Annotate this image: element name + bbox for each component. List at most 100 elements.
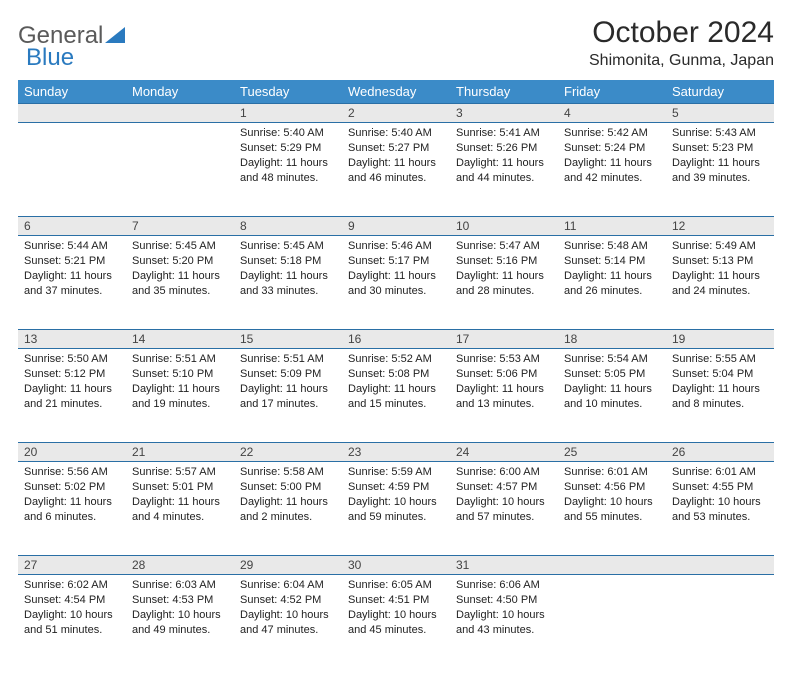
day-text: Sunrise: 5:53 AMSunset: 5:06 PMDaylight:… [450,349,558,417]
day-number-row: 20212223242526 [18,443,774,462]
page-title: October 2024 [589,16,774,50]
day-number-row: 2728293031 [18,556,774,575]
day-number-cell: 16 [342,330,450,349]
day-cell: Sunrise: 5:48 AMSunset: 5:14 PMDaylight:… [558,236,666,330]
day-cell: Sunrise: 6:02 AMSunset: 4:54 PMDaylight:… [18,575,126,669]
day-cell: Sunrise: 5:55 AMSunset: 5:04 PMDaylight:… [666,349,774,443]
title-block: October 2024 Shimonita, Gunma, Japan [589,16,774,70]
day-text: Sunrise: 5:58 AMSunset: 5:00 PMDaylight:… [234,462,342,530]
day-text: Sunrise: 5:40 AMSunset: 5:27 PMDaylight:… [342,123,450,191]
day-number-cell: 1 [234,104,342,123]
day-number-row: 13141516171819 [18,330,774,349]
day-number-cell: 14 [126,330,234,349]
day-cell: Sunrise: 6:00 AMSunset: 4:57 PMDaylight:… [450,462,558,556]
day-number-cell: 27 [18,556,126,575]
day-number-cell: 17 [450,330,558,349]
day-number-cell: 28 [126,556,234,575]
day-cell: Sunrise: 5:57 AMSunset: 5:01 PMDaylight:… [126,462,234,556]
brand-word2: Blue [26,44,74,72]
day-cell: Sunrise: 5:56 AMSunset: 5:02 PMDaylight:… [18,462,126,556]
day-header: Thursday [450,80,558,104]
day-header: Wednesday [342,80,450,104]
day-text: Sunrise: 5:55 AMSunset: 5:04 PMDaylight:… [666,349,774,417]
day-cell: Sunrise: 5:43 AMSunset: 5:23 PMDaylight:… [666,123,774,217]
day-cell: Sunrise: 6:01 AMSunset: 4:56 PMDaylight:… [558,462,666,556]
day-text: Sunrise: 6:06 AMSunset: 4:50 PMDaylight:… [450,575,558,643]
day-cell: Sunrise: 5:50 AMSunset: 5:12 PMDaylight:… [18,349,126,443]
day-text: Sunrise: 5:51 AMSunset: 5:10 PMDaylight:… [126,349,234,417]
day-number-cell: 10 [450,217,558,236]
location-subtitle: Shimonita, Gunma, Japan [589,52,774,70]
header: General October 2024 Shimonita, Gunma, J… [18,16,774,70]
day-header: Friday [558,80,666,104]
day-cell: Sunrise: 5:49 AMSunset: 5:13 PMDaylight:… [666,236,774,330]
week-row: Sunrise: 5:44 AMSunset: 5:21 PMDaylight:… [18,236,774,330]
day-number-cell: 2 [342,104,450,123]
day-text: Sunrise: 6:03 AMSunset: 4:53 PMDaylight:… [126,575,234,643]
day-number-cell [18,104,126,123]
day-number-cell: 18 [558,330,666,349]
day-header: Sunday [18,80,126,104]
day-text: Sunrise: 5:44 AMSunset: 5:21 PMDaylight:… [18,236,126,304]
day-number-cell [666,556,774,575]
day-number-cell: 31 [450,556,558,575]
day-cell: Sunrise: 5:52 AMSunset: 5:08 PMDaylight:… [342,349,450,443]
day-cell: Sunrise: 5:51 AMSunset: 5:10 PMDaylight:… [126,349,234,443]
day-number-cell: 4 [558,104,666,123]
day-number-cell: 20 [18,443,126,462]
week-row: Sunrise: 5:56 AMSunset: 5:02 PMDaylight:… [18,462,774,556]
day-cell: Sunrise: 5:41 AMSunset: 5:26 PMDaylight:… [450,123,558,217]
day-text: Sunrise: 5:54 AMSunset: 5:05 PMDaylight:… [558,349,666,417]
day-cell [666,575,774,669]
day-cell: Sunrise: 6:01 AMSunset: 4:55 PMDaylight:… [666,462,774,556]
day-text: Sunrise: 5:48 AMSunset: 5:14 PMDaylight:… [558,236,666,304]
day-number-cell: 8 [234,217,342,236]
day-number-cell: 22 [234,443,342,462]
day-cell: Sunrise: 6:04 AMSunset: 4:52 PMDaylight:… [234,575,342,669]
day-cell: Sunrise: 5:42 AMSunset: 5:24 PMDaylight:… [558,123,666,217]
day-cell: Sunrise: 6:05 AMSunset: 4:51 PMDaylight:… [342,575,450,669]
day-number-cell: 26 [666,443,774,462]
day-text: Sunrise: 6:05 AMSunset: 4:51 PMDaylight:… [342,575,450,643]
day-header: Monday [126,80,234,104]
day-number-cell: 24 [450,443,558,462]
day-number-cell: 25 [558,443,666,462]
week-row: Sunrise: 5:50 AMSunset: 5:12 PMDaylight:… [18,349,774,443]
day-text: Sunrise: 5:56 AMSunset: 5:02 PMDaylight:… [18,462,126,530]
day-cell: Sunrise: 6:06 AMSunset: 4:50 PMDaylight:… [450,575,558,669]
day-cell: Sunrise: 5:45 AMSunset: 5:20 PMDaylight:… [126,236,234,330]
day-text: Sunrise: 5:42 AMSunset: 5:24 PMDaylight:… [558,123,666,191]
day-cell: Sunrise: 5:59 AMSunset: 4:59 PMDaylight:… [342,462,450,556]
day-number-row: 12345 [18,104,774,123]
day-cell: Sunrise: 5:44 AMSunset: 5:21 PMDaylight:… [18,236,126,330]
day-number-cell: 30 [342,556,450,575]
day-number-cell: 11 [558,217,666,236]
day-number-cell: 6 [18,217,126,236]
day-text: Sunrise: 5:51 AMSunset: 5:09 PMDaylight:… [234,349,342,417]
day-cell [126,123,234,217]
day-number-cell: 12 [666,217,774,236]
day-number-row: 6789101112 [18,217,774,236]
day-text: Sunrise: 6:02 AMSunset: 4:54 PMDaylight:… [18,575,126,643]
day-number-cell: 15 [234,330,342,349]
day-cell: Sunrise: 5:45 AMSunset: 5:18 PMDaylight:… [234,236,342,330]
day-text: Sunrise: 5:50 AMSunset: 5:12 PMDaylight:… [18,349,126,417]
day-cell: Sunrise: 5:58 AMSunset: 5:00 PMDaylight:… [234,462,342,556]
day-text: Sunrise: 5:47 AMSunset: 5:16 PMDaylight:… [450,236,558,304]
day-text: Sunrise: 6:04 AMSunset: 4:52 PMDaylight:… [234,575,342,643]
day-cell: Sunrise: 5:53 AMSunset: 5:06 PMDaylight:… [450,349,558,443]
day-number-cell: 7 [126,217,234,236]
day-text: Sunrise: 6:00 AMSunset: 4:57 PMDaylight:… [450,462,558,530]
day-text: Sunrise: 5:41 AMSunset: 5:26 PMDaylight:… [450,123,558,191]
day-header: Tuesday [234,80,342,104]
day-cell: Sunrise: 5:46 AMSunset: 5:17 PMDaylight:… [342,236,450,330]
calendar-table: Sunday Monday Tuesday Wednesday Thursday… [18,80,774,669]
day-text: Sunrise: 5:45 AMSunset: 5:20 PMDaylight:… [126,236,234,304]
day-number-cell: 29 [234,556,342,575]
day-cell: Sunrise: 5:54 AMSunset: 5:05 PMDaylight:… [558,349,666,443]
day-text: Sunrise: 5:43 AMSunset: 5:23 PMDaylight:… [666,123,774,191]
day-text: Sunrise: 6:01 AMSunset: 4:55 PMDaylight:… [666,462,774,530]
calendar-page: General October 2024 Shimonita, Gunma, J… [0,0,792,685]
day-cell: Sunrise: 5:40 AMSunset: 5:27 PMDaylight:… [342,123,450,217]
day-text: Sunrise: 6:01 AMSunset: 4:56 PMDaylight:… [558,462,666,530]
